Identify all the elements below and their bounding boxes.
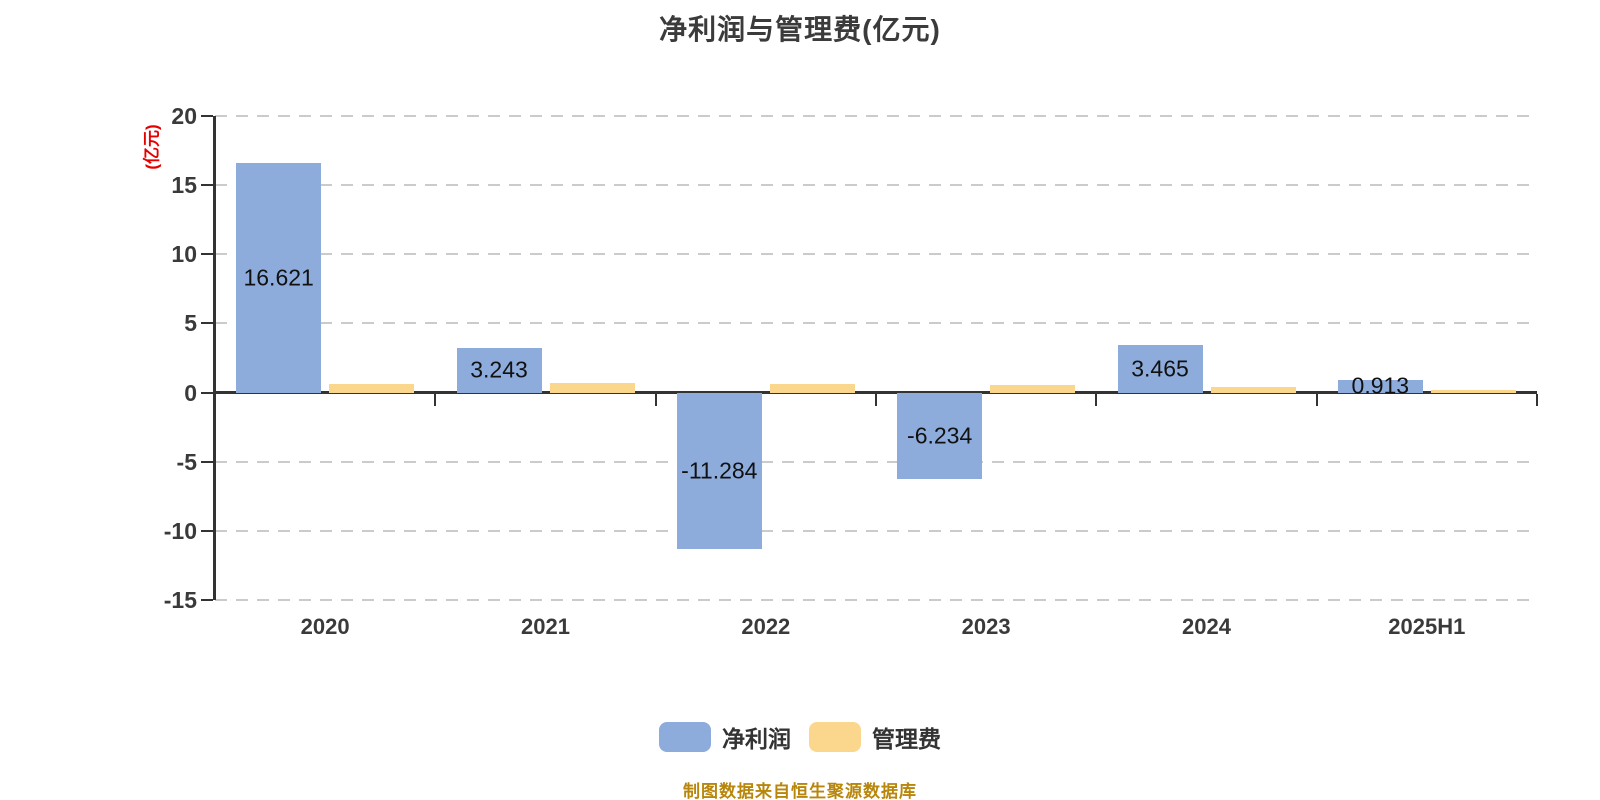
y-axis-line	[213, 116, 216, 600]
chart-title: 净利润与管理费(亿元)	[659, 14, 941, 45]
x-axis-tick	[1315, 394, 1318, 407]
y-axis-tick-label: -10	[163, 517, 197, 544]
y-axis-tick	[201, 253, 213, 256]
data-source-note: 制图数据来自恒生聚源数据库	[683, 782, 917, 800]
x-axis-tick	[654, 394, 657, 407]
gridline	[215, 529, 1537, 532]
bar-value-label-2025H1: 0.913	[1351, 372, 1410, 399]
legend-label-management-fee: 管理费	[872, 726, 941, 752]
y-axis-tick	[201, 184, 213, 187]
y-axis-tick	[201, 115, 213, 117]
x-axis-label-2020: 2020	[300, 614, 350, 639]
bar-management-fee-2022	[769, 383, 855, 393]
x-axis-label-2023: 2023	[961, 614, 1011, 639]
legend-swatch-management-fee	[809, 722, 861, 752]
gridline	[215, 253, 1537, 256]
x-axis-label-2024: 2024	[1182, 614, 1231, 639]
bar-net-profit-2025H1	[1337, 379, 1423, 393]
y-axis-tick	[201, 529, 213, 532]
gridline	[215, 184, 1537, 187]
bar-management-fee-2025H1	[1430, 390, 1516, 393]
y-axis-tick	[201, 391, 213, 394]
y-axis-tick-label: 10	[171, 241, 197, 268]
y-axis-tick-label: -5	[176, 448, 197, 475]
bar-value-label-2022: -11.284	[681, 457, 758, 484]
bar-net-profit-2021	[456, 347, 542, 393]
bar-net-profit-2023	[897, 392, 983, 479]
bar-management-fee-2024	[1210, 387, 1296, 393]
gridline	[215, 460, 1537, 463]
legend-label-net-profit: 净利润	[722, 726, 791, 752]
x-axis-tick	[1095, 394, 1098, 407]
x-axis-label-2021: 2021	[521, 614, 570, 639]
y-axis-tick-label: 15	[171, 172, 197, 199]
legend-item-net-profit[interactable]: 净利润	[659, 720, 791, 754]
y-axis-tick	[201, 322, 213, 325]
x-axis-tick	[875, 394, 877, 407]
y-axis-tick	[201, 460, 213, 463]
gridline	[215, 115, 1537, 117]
bar-value-label-2021: 3.243	[470, 356, 528, 383]
y-axis-tick-label: 20	[171, 103, 197, 129]
legend-swatch-net-profit	[659, 722, 711, 752]
x-axis-tick	[1536, 394, 1538, 407]
x-axis-label-2022: 2022	[741, 614, 791, 639]
bar-value-label-2020: 16.621	[243, 264, 314, 291]
bar-net-profit-2020	[236, 162, 322, 393]
gridline	[215, 322, 1537, 325]
gridline	[215, 599, 1537, 601]
bar-value-label-2024: 3.465	[1131, 355, 1189, 382]
x-axis-tick	[434, 394, 437, 407]
legend: 净利润 管理费	[0, 720, 1600, 754]
bar-management-fee-2023	[990, 384, 1076, 393]
x-axis-label-2025H1: 2025H1	[1388, 614, 1466, 639]
bar-net-profit-2024	[1117, 344, 1203, 393]
y-axis-tick-label: 5	[184, 310, 197, 337]
y-axis-tick-label: 0	[184, 379, 197, 406]
y-axis-tick-label: -15	[163, 587, 197, 613]
bar-management-fee-2021	[549, 382, 635, 393]
bar-net-profit-2022	[676, 392, 762, 549]
bar-management-fee-2020	[329, 383, 415, 393]
x-axis-line	[215, 391, 1537, 395]
bar-value-label-2023: -6.234	[907, 422, 973, 449]
legend-item-management-fee[interactable]: 管理费	[809, 720, 941, 754]
y-axis-tick	[201, 599, 213, 601]
